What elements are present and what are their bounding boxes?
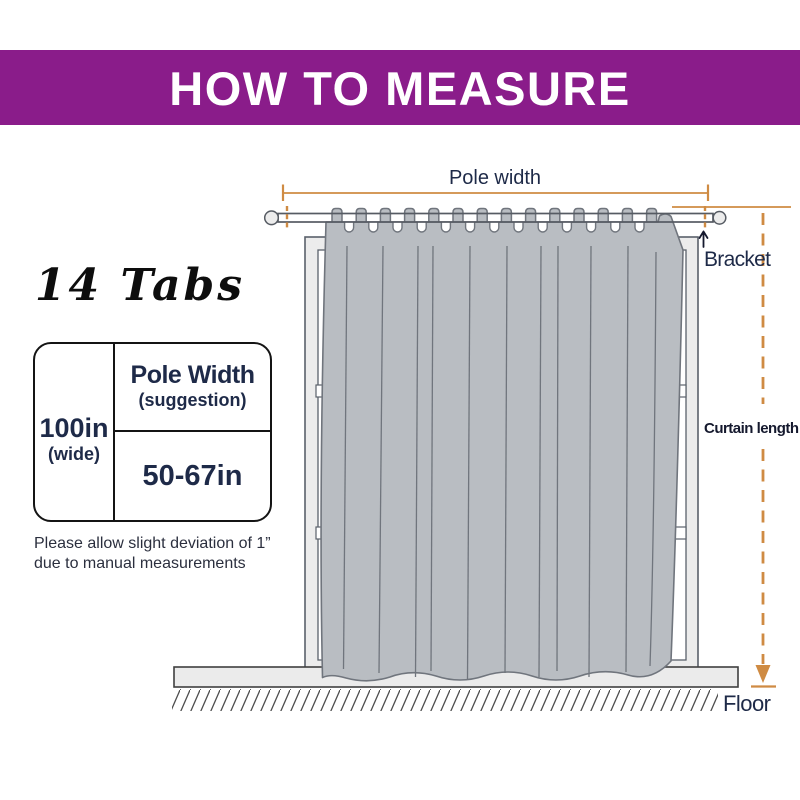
- curtain-tab: [524, 207, 537, 224]
- pole-finial-right: [712, 210, 727, 225]
- measurement-note: Please allow slight deviation of 1” due …: [34, 534, 271, 573]
- tab-gap: [343, 221, 355, 233]
- tab-gap: [368, 221, 379, 233]
- width-sub-label: (wide): [48, 444, 100, 465]
- pole-width-header: Pole Width: [130, 361, 255, 390]
- tab-gap: [537, 221, 548, 233]
- curtain-length-measure: [672, 206, 791, 688]
- table-col-pole: Pole Width (suggestion) 50-67in: [115, 344, 270, 520]
- note-line-1: Please allow slight deviation of 1”: [34, 535, 271, 552]
- pole-finial-left: [263, 210, 280, 226]
- table-cell-pole-range: 50-67in: [115, 432, 270, 520]
- curtain-folds: [342, 245, 657, 680]
- tab-straps: [331, 207, 658, 224]
- page-title: HOW TO MEASURE: [169, 62, 631, 115]
- curtain-tab: [549, 207, 561, 224]
- arrow-down-icon: [755, 665, 771, 683]
- tab-slots: [343, 221, 645, 233]
- tab-gap: [489, 221, 500, 233]
- tab-gap: [440, 221, 452, 233]
- curtain-length-label: Curtain length: [704, 420, 799, 437]
- pole-width-label: Pole width: [449, 167, 541, 189]
- curtain-tab: [597, 207, 609, 224]
- floor-hatching: [172, 689, 718, 711]
- pole-width-measure: [281, 184, 710, 201]
- note-line-2: due to manual measurements: [34, 554, 246, 572]
- tabs-count-heading: 14 Tabs: [34, 260, 246, 311]
- curtain-tab: [403, 207, 416, 224]
- tab-gap: [464, 221, 476, 233]
- tab-gap: [392, 221, 403, 233]
- tab-gap: [610, 221, 621, 233]
- tab-gap: [585, 221, 597, 233]
- curtain-tab: [645, 207, 658, 224]
- curtain-tab: [355, 207, 367, 224]
- curtain-tab: [476, 207, 488, 224]
- curtain-tab: [331, 207, 343, 224]
- curtain-tab: [621, 207, 634, 224]
- curtain-tab: [452, 207, 464, 224]
- curtain-tab: [500, 207, 513, 224]
- tab-gap: [416, 221, 427, 233]
- tab-gap: [561, 221, 573, 233]
- tab-gap: [634, 221, 645, 233]
- header-banner: HOW TO MEASURE: [0, 50, 800, 125]
- arrow-up-icon: [698, 230, 709, 248]
- table-cell-width: 100in (wide): [35, 344, 115, 520]
- pole-range-value: 50-67in: [142, 459, 243, 492]
- bracket-label: Bracket: [704, 248, 771, 271]
- curtain-panel: [320, 213, 684, 682]
- tab-gap: [513, 221, 524, 233]
- bracket-ticks: [285, 206, 707, 228]
- table-cell-pole-header: Pole Width (suggestion): [115, 344, 270, 432]
- floor-label: Floor: [723, 691, 771, 716]
- curtain-tab: [379, 207, 392, 224]
- curtain-tab: [573, 207, 585, 224]
- width-value: 100in: [39, 413, 109, 444]
- curtain-tab: [428, 207, 440, 224]
- size-spec-table: 100in (wide) Pole Width (suggestion) 50-…: [33, 342, 272, 522]
- pole-width-sub-label: (suggestion): [138, 390, 247, 411]
